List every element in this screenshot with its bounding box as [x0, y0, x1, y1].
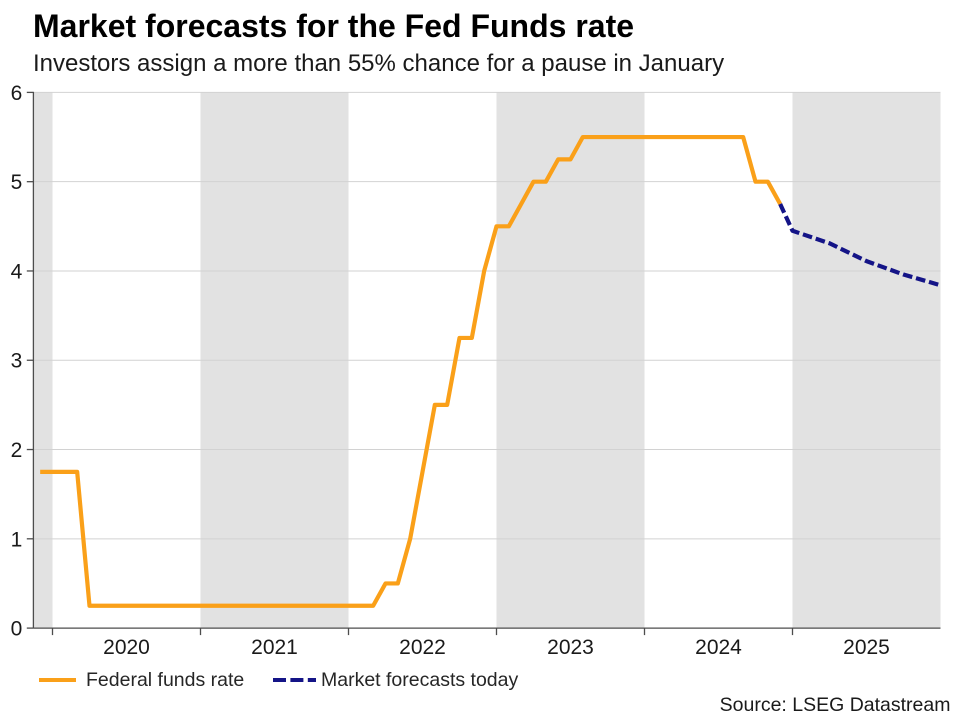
source-note: Source: LSEG Datastream [719, 694, 951, 716]
y-tick-label: 5 [11, 171, 23, 194]
y-tick-label: 1 [11, 528, 23, 551]
x-tick-label: 2022 [399, 636, 446, 659]
y-tick-label: 3 [11, 350, 23, 373]
y-tick-label: 4 [11, 260, 23, 283]
x-tick-label: 2023 [547, 636, 594, 659]
y-tick-label: 2 [11, 439, 23, 462]
x-tick-label: 2024 [695, 636, 742, 659]
x-tick-label: 2021 [251, 636, 298, 659]
chart-subtitle: Investors assign a more than 55% chance … [33, 50, 725, 77]
federal-funds-line [40, 134, 783, 608]
x-tick-label: 2025 [843, 636, 890, 659]
market-forecast-line-swatch [273, 678, 316, 682]
y-tick-label: 0 [11, 618, 23, 641]
legend-label-federal-funds: Federal funds rate [86, 668, 245, 691]
y-tick-label: 6 [11, 82, 23, 105]
chart-title: Market forecasts for the Fed Funds rate [33, 7, 635, 44]
x-tick-label: 2020 [103, 636, 150, 659]
federal-funds-line-swatch [39, 678, 76, 682]
market-forecast-line [778, 203, 942, 288]
legend-label-market-forecasts: Market forecasts today [321, 668, 519, 691]
